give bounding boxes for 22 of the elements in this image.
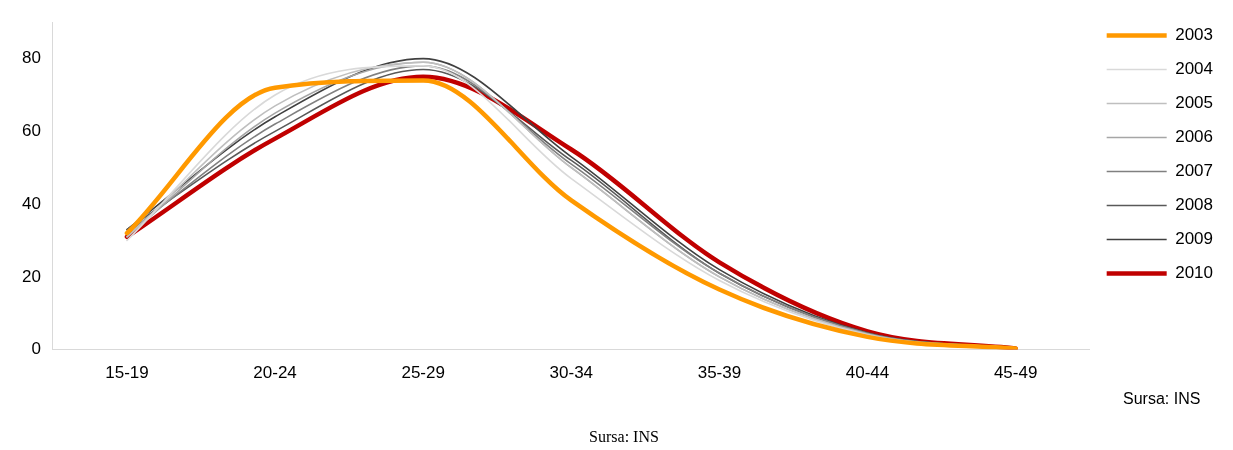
y-tick-label: 0 [31,339,41,359]
legend-label: 2006 [1175,127,1214,147]
text: Sursa: INS [589,428,659,446]
y-tick-label: 80 [21,48,41,68]
text: Sursa: INS [1123,390,1201,408]
legend-label: 2005 [1175,93,1214,113]
y-tick-label: 60 [21,121,41,141]
y-tick-label: 20 [21,266,41,286]
legend-label: 2003 [1175,25,1214,45]
x-tick-label: 15-19 [105,363,149,383]
x-tick-label: 20-24 [253,363,297,383]
y-tick-label: 40 [21,193,41,213]
x-tick-label: 25-29 [401,363,445,383]
x-tick-label: 40-44 [845,363,890,383]
legend-label: 2008 [1175,195,1214,215]
legend-label: 2007 [1175,161,1214,181]
legend-label: 2010 [1175,263,1214,283]
x-tick-label: 35-39 [697,363,742,383]
legend-label: 2009 [1175,229,1214,249]
legend-label: 2004 [1175,59,1214,79]
x-tick-label: 45-49 [993,363,1038,383]
x-tick-label: 30-34 [549,363,594,383]
